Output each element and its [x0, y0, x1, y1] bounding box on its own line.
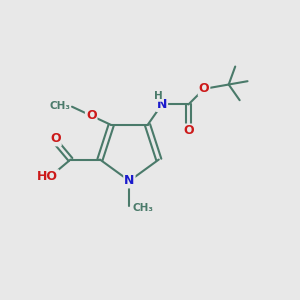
Text: H: H — [154, 91, 163, 101]
Text: O: O — [50, 132, 61, 146]
Text: HO: HO — [37, 170, 58, 183]
Text: O: O — [86, 109, 97, 122]
Text: O: O — [199, 82, 209, 95]
Text: N: N — [124, 174, 135, 188]
Text: CH₃: CH₃ — [132, 203, 153, 213]
Text: N: N — [157, 98, 167, 111]
Text: O: O — [183, 124, 194, 137]
Text: CH₃: CH₃ — [50, 101, 70, 111]
